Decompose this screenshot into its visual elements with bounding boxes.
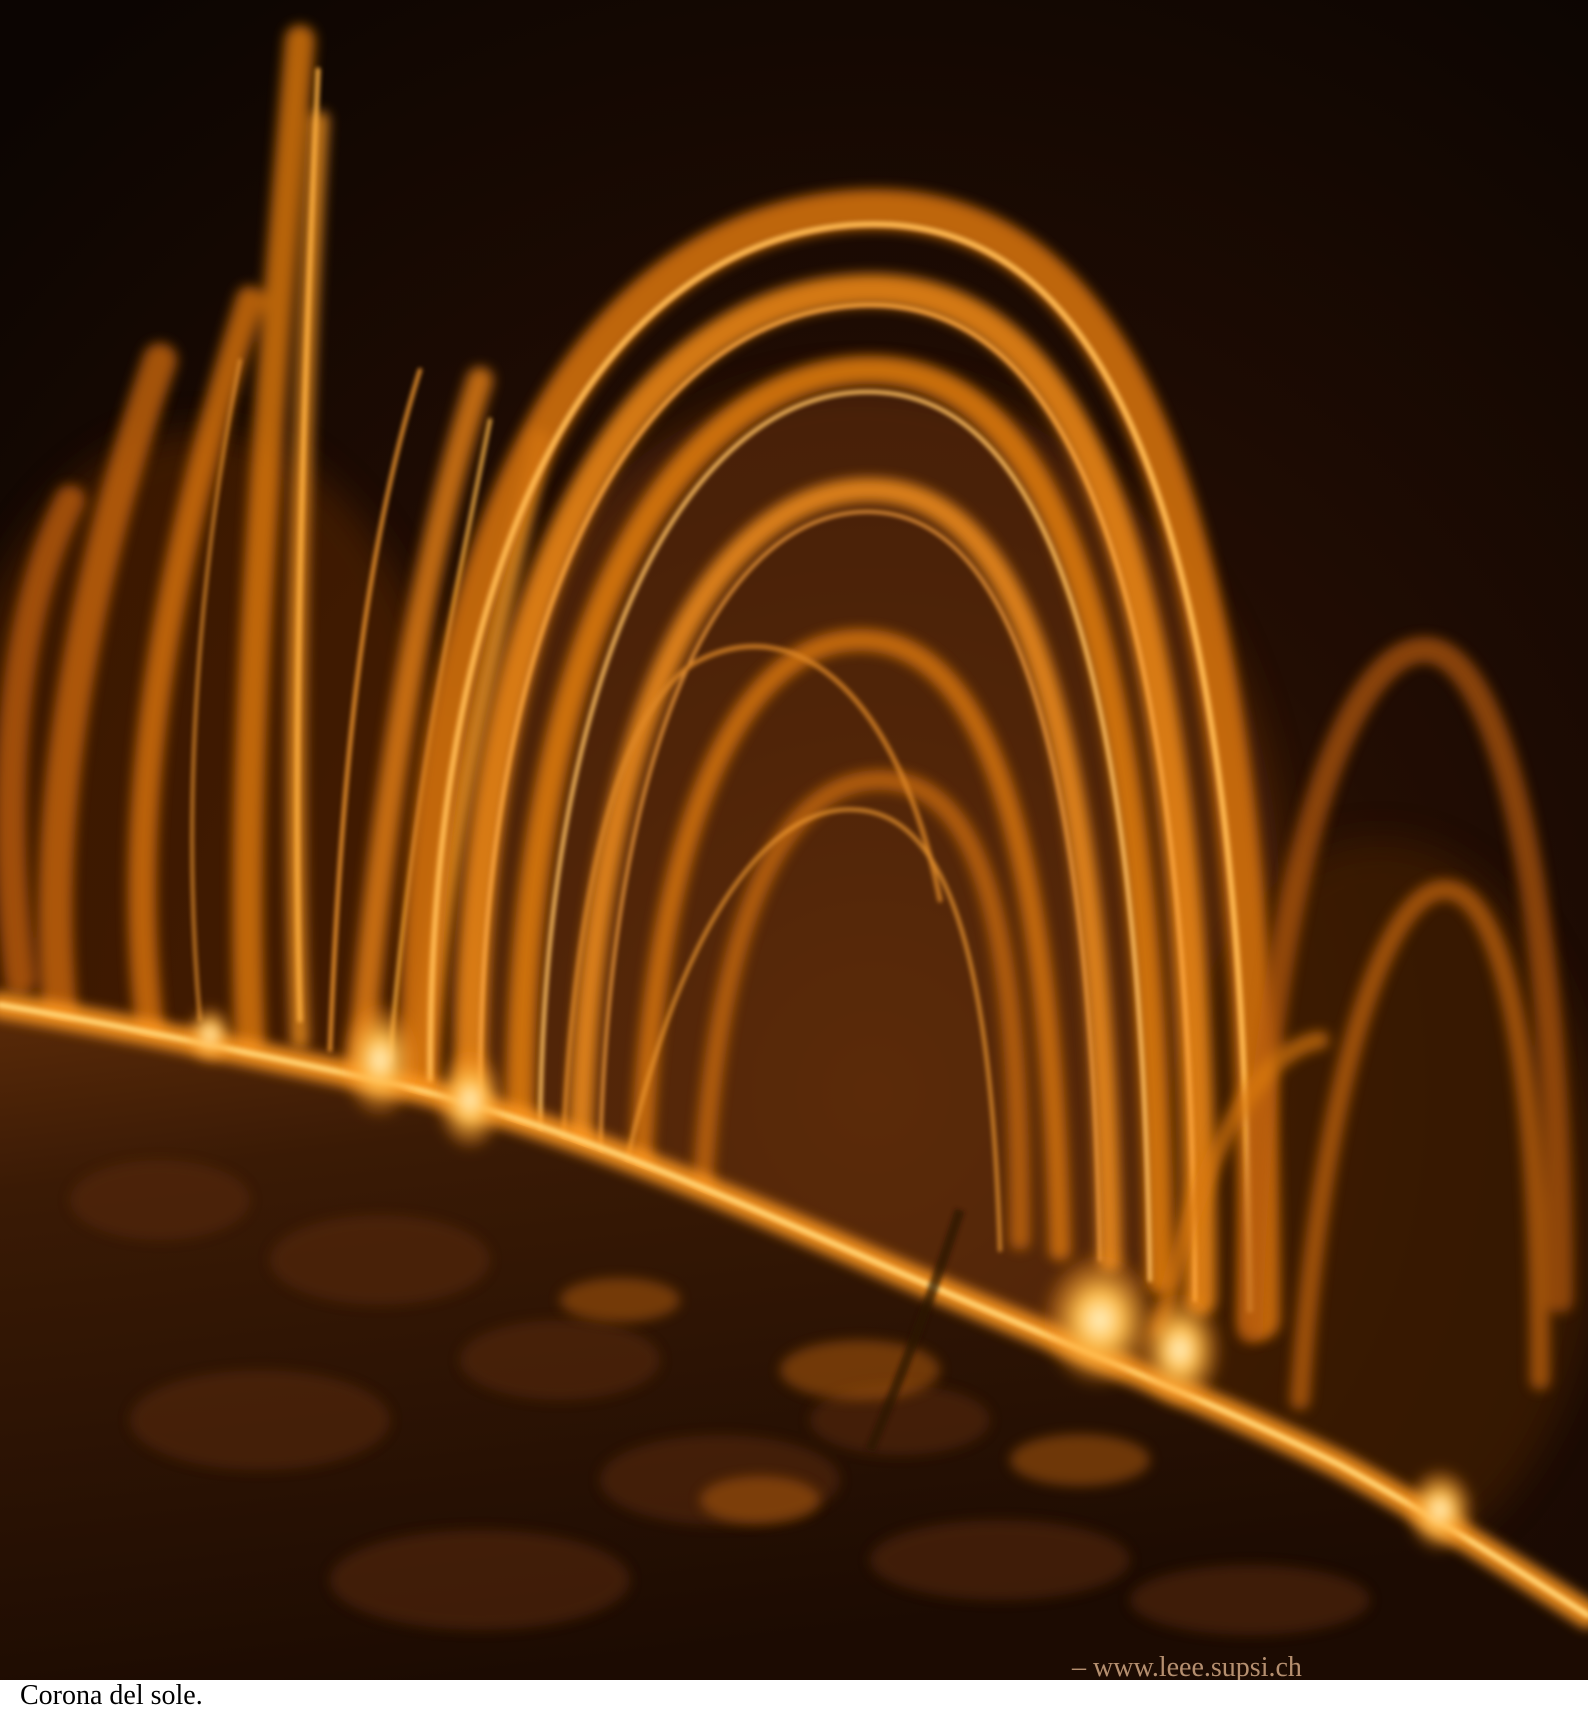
surface-texture xyxy=(70,1160,1370,1635)
image-caption: Corona del sole. xyxy=(20,1680,1588,1712)
solar-surface xyxy=(0,1010,1588,1680)
dark-filament xyxy=(865,1208,965,1452)
bright-limb xyxy=(0,992,1588,1628)
watermark-text: – www.leee.supsi.ch xyxy=(1072,1652,1302,1683)
footpoint-hotspots xyxy=(186,1000,1476,1554)
coronal-loop-arcade xyxy=(400,189,1280,1340)
right-loops xyxy=(1151,636,1573,1410)
